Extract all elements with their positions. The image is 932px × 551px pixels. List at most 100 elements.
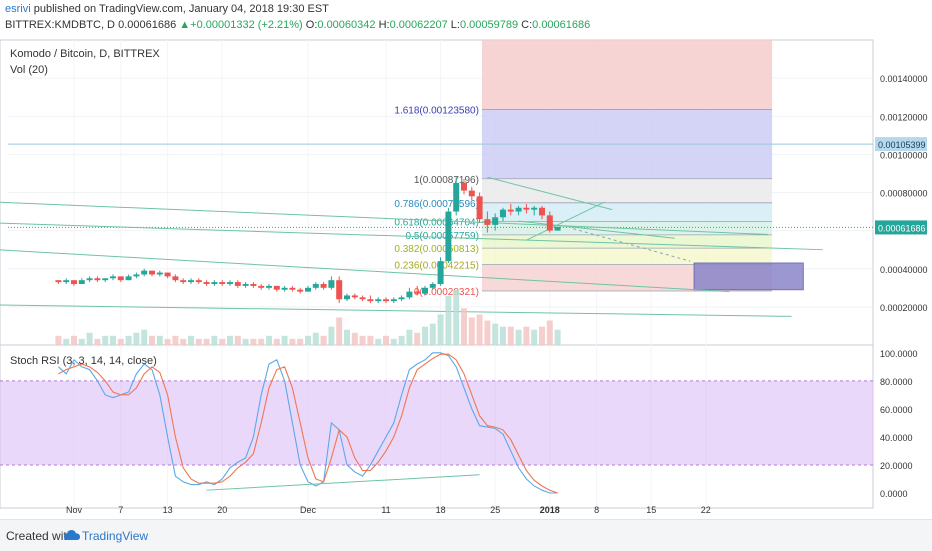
candle-body: [195, 280, 202, 283]
open-label: O:: [305, 19, 318, 31]
author-link[interactable]: esrivi: [5, 3, 31, 15]
candle-body: [500, 209, 506, 218]
candle-body: [445, 211, 452, 262]
volume-bar: [289, 338, 296, 345]
fib-level-label: 0.5(0.00057759): [406, 231, 479, 242]
created-with-label: Created with: [6, 529, 74, 543]
chart-canvas[interactable]: 1.618(0.00123580) 1(0.00087196) 0.786(0.00…: [0, 0, 932, 519]
fib-level-label: 1(0.00087196): [414, 175, 479, 186]
fib-zone: [481, 202, 773, 222]
close-value: 0.00061686: [532, 19, 591, 31]
candle-body: [234, 282, 241, 286]
volume-bar: [258, 338, 265, 345]
price-tick-label: 0.00100000: [880, 150, 928, 160]
rsi-series-k: [58, 352, 558, 494]
fib-level-label: 0.236(0.00042215): [394, 261, 479, 272]
volume-bar: [336, 317, 343, 345]
candle-body: [55, 280, 62, 283]
candle-body: [476, 196, 483, 220]
candle-body: [125, 276, 132, 281]
volume-bar: [383, 335, 389, 345]
candle-body: [86, 278, 93, 281]
rsi-series-d: [58, 353, 558, 494]
rsi-tick-label: 20.0000: [880, 461, 913, 471]
candle-body: [203, 282, 210, 284]
candle-body: [523, 207, 530, 210]
candle-body: [328, 280, 335, 288]
volume-bar: [398, 335, 405, 345]
volume-bar: [141, 329, 148, 345]
last-price: 0.00061686: [118, 19, 177, 31]
volume-bar: [359, 335, 366, 345]
candle-body: [110, 276, 116, 279]
volume-bar: [227, 335, 233, 345]
hline-price-badge: [875, 137, 927, 152]
candle-body: [180, 280, 187, 283]
volume-bar: [515, 329, 522, 345]
price-tick-label: 0.00080000: [880, 189, 928, 199]
volume-bar: [110, 335, 116, 345]
volume-bar: [429, 323, 436, 345]
volume-bar: [414, 332, 421, 345]
price-tick-label: 0.00020000: [880, 303, 928, 313]
time-tick-label: 25: [490, 505, 500, 515]
volume-bar: [211, 335, 218, 345]
candle-body: [266, 285, 272, 288]
hline-price-label: 0.00105399: [878, 140, 926, 150]
time-tick-label: 11: [381, 505, 390, 515]
volume-bar: [351, 332, 358, 345]
time-tick-label: 20: [217, 505, 227, 515]
last-price-label: 0.00061686: [878, 223, 926, 233]
volume-bar: [164, 338, 171, 345]
volume-bar: [523, 326, 530, 345]
volume-bar: [203, 338, 210, 345]
volume-bar: [195, 338, 202, 345]
fib-level-label: 0(0.00028321): [414, 287, 479, 298]
volume-bar: [484, 320, 491, 345]
time-tick-label: 22: [701, 505, 711, 515]
volume-bar: [507, 326, 514, 345]
fib-level-label: 0.382(0.00050813): [394, 244, 479, 255]
high-label: H:: [378, 19, 390, 31]
tradingview-cloud-icon: [64, 530, 80, 540]
volume-bar: [422, 326, 428, 345]
volume-bar: [156, 335, 163, 345]
candle-body: [437, 261, 444, 284]
volume-bar: [78, 338, 85, 345]
volume-bar: [461, 308, 467, 345]
close-label: C:: [521, 19, 533, 31]
volume-bar: [328, 326, 335, 345]
ohlc-bar: BITTREX:KMDBTC, D 0.00061686 ▲+0.0000133…: [5, 19, 590, 31]
volume-bar: [281, 335, 288, 345]
candle-body: [507, 209, 514, 212]
volume-bar: [554, 329, 561, 345]
trend-line: [518, 220, 675, 239]
rsi-band: [0, 380, 873, 465]
time-tick-label: 13: [163, 505, 173, 515]
candle-body: [531, 207, 538, 210]
time-tick-label: 18: [436, 505, 446, 515]
candle-body: [414, 291, 421, 294]
volume-bar: [492, 323, 499, 345]
candle-body: [250, 284, 257, 286]
volume-bar: [500, 326, 506, 345]
volume-bar: [188, 335, 194, 345]
volume-bar: [406, 329, 413, 345]
volume-bar: [125, 335, 132, 345]
volume-bar: [242, 338, 249, 345]
candle-body: [188, 280, 194, 283]
candle-body: [281, 287, 288, 290]
volume-bar: [320, 335, 327, 345]
fib-level-label: 0.618(0.00064704): [394, 218, 479, 229]
candle-body: [133, 274, 140, 277]
candle-body: [320, 284, 327, 288]
tradingview-brand-link[interactable]: TradingView: [82, 529, 149, 543]
price-tick-label: 0.00120000: [880, 112, 928, 122]
candle-body: [164, 272, 171, 277]
candle-body: [554, 226, 561, 231]
target-box: [693, 262, 804, 291]
volume-bar: [375, 338, 382, 345]
candle-body: [78, 280, 85, 284]
fib-zone: [481, 178, 773, 203]
volume-indicator-label: Vol (20): [10, 64, 48, 76]
